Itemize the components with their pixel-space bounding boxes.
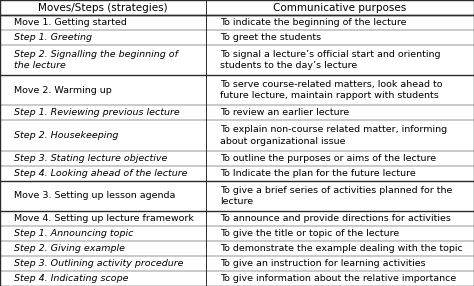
Text: To demonstrate the example dealing with the topic: To demonstrate the example dealing with …: [220, 244, 463, 253]
Text: Step 3. Outlining activity procedure: Step 3. Outlining activity procedure: [14, 259, 184, 268]
Text: To give information about the relative importance: To give information about the relative i…: [220, 274, 456, 283]
Text: Communicative purposes: Communicative purposes: [273, 3, 407, 13]
Text: Move 1. Getting started: Move 1. Getting started: [14, 18, 127, 27]
Text: To explain non-course related matter, informing
about organizational issue: To explain non-course related matter, in…: [220, 126, 447, 146]
Text: To give an instruction for learning activities: To give an instruction for learning acti…: [220, 259, 426, 268]
Text: Step 1. Greeting: Step 1. Greeting: [14, 33, 92, 42]
Text: Move 3. Setting up lesson agenda: Move 3. Setting up lesson agenda: [14, 191, 175, 200]
Text: To greet the students: To greet the students: [220, 33, 321, 42]
Text: To signal a lecture’s official start and orienting
students to the day’s lecture: To signal a lecture’s official start and…: [220, 50, 441, 70]
Text: To serve course-related matters, look ahead to
future lecture, maintain rapport : To serve course-related matters, look ah…: [220, 80, 443, 100]
Text: To review an earlier lecture: To review an earlier lecture: [220, 108, 350, 117]
Text: Step 2. Giving example: Step 2. Giving example: [14, 244, 125, 253]
Text: Step 4. Looking ahead of the lecture: Step 4. Looking ahead of the lecture: [14, 169, 188, 178]
Text: Step 2. Signalling the beginning of
the lecture: Step 2. Signalling the beginning of the …: [14, 50, 178, 70]
Text: To indicate the beginning of the lecture: To indicate the beginning of the lecture: [220, 18, 407, 27]
Text: To announce and provide directions for activities: To announce and provide directions for a…: [220, 214, 451, 223]
Text: Step 1. Reviewing previous lecture: Step 1. Reviewing previous lecture: [14, 108, 180, 117]
Text: Move 2. Warming up: Move 2. Warming up: [14, 86, 112, 95]
Text: To Indicate the plan for the future lecture: To Indicate the plan for the future lect…: [220, 169, 416, 178]
Text: Step 1. Announcing topic: Step 1. Announcing topic: [14, 229, 134, 238]
Text: To give the title or topic of the lecture: To give the title or topic of the lectur…: [220, 229, 400, 238]
Text: To give a brief series of activities planned for the
lecture: To give a brief series of activities pla…: [220, 186, 453, 206]
Text: To outline the purposes or aims of the lecture: To outline the purposes or aims of the l…: [220, 154, 437, 162]
Text: Step 2. Housekeeping: Step 2. Housekeeping: [14, 131, 118, 140]
Text: Step 4. Indicating scope: Step 4. Indicating scope: [14, 274, 129, 283]
Text: Move 4. Setting up lecture framework: Move 4. Setting up lecture framework: [14, 214, 194, 223]
Text: Moves/Steps (strategies): Moves/Steps (strategies): [38, 3, 168, 13]
Text: Step 3. Stating lecture objective: Step 3. Stating lecture objective: [14, 154, 168, 162]
